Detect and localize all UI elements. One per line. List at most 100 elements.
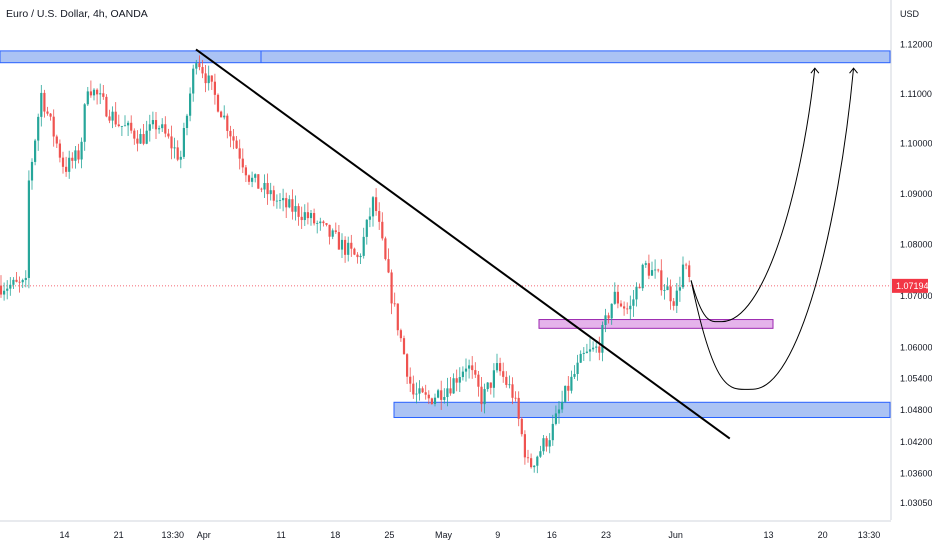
candle-body: [6, 288, 9, 291]
candle-body: [123, 125, 127, 127]
candle-body: [40, 92, 43, 117]
candle-body: [9, 284, 12, 289]
candle-body: [77, 150, 80, 160]
time-tick-label: 16: [547, 530, 557, 540]
candle-body: [344, 239, 347, 255]
time-tick-label: 11: [276, 530, 285, 540]
candle-body: [127, 122, 130, 126]
projection-path-a[interactable]: [690, 68, 816, 323]
candle-body: [133, 130, 136, 139]
candle-body: [347, 242, 350, 255]
price-tick-label: 1.06000: [900, 343, 932, 353]
candle-body: [15, 279, 18, 282]
candle-body: [458, 377, 461, 383]
candle-body: [647, 263, 650, 276]
candle-body: [641, 264, 644, 289]
candle-body: [437, 390, 440, 398]
candle-body: [83, 104, 86, 142]
candle-body: [92, 89, 96, 96]
candle-body: [55, 136, 58, 144]
candle-body: [145, 130, 148, 144]
zone-demand[interactable]: [538, 319, 774, 329]
candle-body: [523, 434, 526, 458]
candle-body: [61, 157, 65, 167]
candle-body: [415, 393, 418, 395]
candle-body: [508, 384, 511, 386]
projection-path-b[interactable]: [690, 68, 855, 390]
candle-body: [514, 397, 517, 399]
trendline[interactable]: [195, 48, 731, 440]
candle-body: [604, 315, 607, 326]
time-tick-label: 13: [763, 530, 773, 540]
candle-body: [486, 382, 489, 390]
candle-body: [427, 394, 430, 399]
candle-body: [592, 347, 595, 350]
candle-body: [120, 125, 123, 127]
candle-body: [623, 306, 626, 309]
time-tick-label: Jun: [668, 530, 683, 540]
candle-body: [424, 392, 427, 395]
price-axis-ticks[interactable]: 1.12000 1.11000 1.10000 1.09000 1.08000 1.070…: [900, 40, 932, 508]
candle-body: [164, 124, 167, 134]
time-axis-ticks[interactable]: 14 21 13:30 Apr 11 18 25 May 9 16 23 Jun 13 20 13:30: [59, 530, 880, 540]
candle-body: [46, 111, 49, 114]
candle-body: [616, 291, 619, 304]
price-tick-label: 1.08000: [900, 240, 932, 250]
zone-support[interactable]: [393, 401, 891, 419]
candle-body: [49, 113, 52, 117]
candle-body: [406, 354, 409, 377]
candle-body: [275, 200, 278, 202]
candle-body: [247, 175, 251, 182]
candle-body: [595, 346, 598, 348]
candle-body: [266, 182, 269, 195]
candle-body: [564, 385, 567, 402]
candle-body: [37, 116, 40, 141]
candle-body: [334, 230, 337, 233]
candle-body: [52, 116, 55, 137]
candle-body: [520, 418, 523, 435]
candle-body: [446, 388, 449, 398]
candle-body: [607, 315, 610, 319]
zone-resistance[interactable]: [0, 50, 891, 64]
candle-body: [573, 374, 576, 377]
candle-body: [300, 216, 303, 221]
projection-arrowhead: [810, 67, 820, 74]
candle-body: [313, 213, 316, 224]
candle-body: [179, 156, 182, 160]
candle-body: [511, 384, 514, 398]
candle-body: [663, 290, 666, 291]
candle-body: [619, 303, 623, 307]
candle-body: [30, 161, 34, 181]
time-tick-label: 20: [818, 530, 828, 540]
candle-body: [483, 389, 486, 405]
projection-arrowhead: [849, 67, 858, 74]
candle-body: [545, 438, 548, 447]
candle-body: [471, 365, 474, 371]
time-tick-label: 14: [59, 530, 69, 540]
candle-body: [685, 264, 688, 266]
candle-body: [585, 351, 588, 353]
candle-body: [598, 346, 601, 353]
candle-body: [650, 270, 654, 276]
candle-body: [272, 190, 275, 201]
candle-body: [254, 174, 257, 178]
price-tick-label: 1.04800: [900, 405, 932, 415]
time-tick-label: 13:30: [858, 530, 881, 540]
candle-body: [399, 330, 402, 339]
candle-body: [263, 182, 266, 190]
price-tick-label: 1.03050: [900, 498, 932, 508]
candle-body: [182, 127, 185, 157]
candle-body: [198, 63, 201, 68]
candle-body: [681, 264, 685, 288]
candle-body: [89, 91, 92, 96]
time-tick-label: 18: [330, 530, 340, 540]
candle-body: [142, 134, 145, 144]
candle-body: [71, 157, 74, 161]
candle-body: [235, 140, 238, 149]
candle-body: [331, 230, 334, 237]
candle-body: [489, 382, 492, 388]
candle-body: [492, 370, 495, 388]
price-tick-label: 1.11000: [900, 89, 932, 99]
candle-body: [204, 73, 207, 84]
